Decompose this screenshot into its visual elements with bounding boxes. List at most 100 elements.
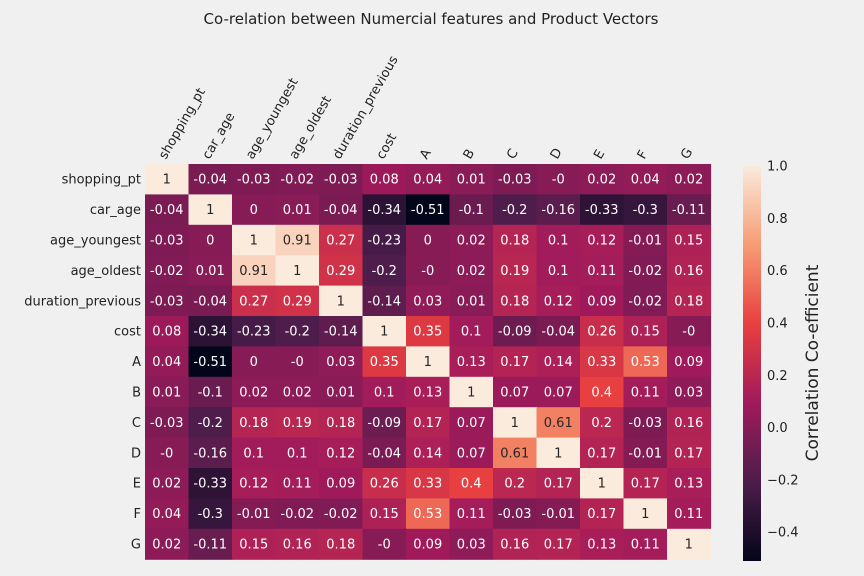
- cell-value-label: -0.04: [193, 294, 227, 309]
- heatmap-cell: [232, 498, 277, 530]
- cell-value-label: -0.02: [324, 507, 358, 522]
- cell-value-label: 0.11: [631, 386, 660, 401]
- heatmap-cell: [536, 376, 581, 408]
- heatmap-cell: [362, 498, 407, 530]
- cell-value-label: 0.14: [413, 446, 442, 461]
- cell-value-label: -0.33: [193, 477, 227, 492]
- heatmap-cell: [232, 164, 277, 195]
- cell-value-label: 0.27: [326, 234, 355, 249]
- cell-value-label: 0.12: [239, 477, 268, 492]
- cell-value-label: 0.18: [674, 294, 703, 309]
- heatmap-cell: [145, 224, 190, 256]
- cell-value-label: 0.12: [326, 446, 355, 461]
- cell-value-label: 0.17: [544, 538, 573, 553]
- cell-value-label: 0.09: [326, 477, 355, 492]
- heatmap-cell: [493, 498, 538, 530]
- cell-value-label: 0.03: [674, 386, 703, 401]
- heatmap-cell: [667, 528, 712, 560]
- cell-value-label: 0.12: [544, 294, 573, 309]
- heatmap-cell: [623, 376, 668, 408]
- cell-value-label: 0.17: [587, 446, 616, 461]
- cell-value-label: 0.07: [457, 446, 486, 461]
- cell-value-label: 0.13: [413, 386, 442, 401]
- cell-value-label: 0.02: [457, 234, 486, 249]
- heatmap-cell: [362, 164, 407, 195]
- cell-value-label: -0.51: [193, 355, 227, 370]
- cell-value-label: -0.16: [193, 446, 227, 461]
- cell-value-label: -0.02: [628, 264, 662, 279]
- heatmap-cell: [493, 316, 538, 347]
- heatmap-cell: [319, 407, 364, 439]
- cell-value-label: 0.1: [287, 446, 308, 461]
- heatmap-cell: [406, 407, 451, 439]
- heatmap-cell: [406, 376, 451, 408]
- heatmap-cell: [623, 164, 668, 195]
- y-tick-label: D: [131, 446, 141, 461]
- heatmap-cell: [667, 164, 712, 195]
- cell-value-label: 0.14: [544, 355, 573, 370]
- cell-value-label: 0.2: [591, 416, 612, 431]
- cell-value-label: -0: [421, 264, 434, 279]
- heatmap-cell: [580, 376, 625, 408]
- cell-value-label: -0.04: [150, 203, 184, 218]
- cell-value-label: -0.3: [633, 203, 658, 218]
- cell-value-label: 0.18: [326, 416, 355, 431]
- heatmap-cell: [319, 346, 364, 378]
- heatmap-cell: [536, 437, 581, 469]
- cell-value-label: 0.02: [152, 538, 181, 553]
- cell-value-label: 0.11: [587, 264, 616, 279]
- heatmap-cell: [580, 437, 625, 469]
- x-tick-label: E: [591, 147, 608, 162]
- heatmap-cell: [145, 346, 190, 378]
- heatmap-cell: [362, 346, 407, 378]
- cell-value-label: 0.35: [413, 325, 442, 340]
- cell-value-label: 0.01: [457, 173, 486, 188]
- heatmap-cell: [319, 255, 364, 287]
- heatmap-cell: [580, 346, 625, 378]
- heatmap-cell: [362, 316, 407, 347]
- cell-value-label: -0.01: [628, 446, 662, 461]
- heatmap-cell: [232, 194, 277, 226]
- cell-value-label: -0.51: [411, 203, 445, 218]
- colorbar-tick-label: 0.4: [767, 316, 788, 331]
- heatmap-cell: [623, 285, 668, 317]
- heatmap-cell: [188, 528, 233, 560]
- cell-value-label: 0.03: [457, 538, 486, 553]
- cell-value-label: -0.03: [628, 416, 662, 431]
- cell-value-label: -0.04: [193, 173, 227, 188]
- heatmap-cell: [406, 285, 451, 317]
- heatmap-cell: [319, 528, 364, 560]
- cell-value-label: 0.08: [152, 325, 181, 340]
- cell-value-label: 0.04: [631, 173, 660, 188]
- x-tick-label: G: [678, 146, 696, 162]
- heatmap-cell: [319, 194, 364, 226]
- cell-value-label: 1: [206, 203, 214, 218]
- cell-value-label: -0.1: [459, 203, 484, 218]
- cell-value-label: 0.04: [413, 173, 442, 188]
- cell-value-label: 0: [250, 203, 258, 218]
- heatmap-cell: [667, 437, 712, 469]
- heatmap-cell: [188, 255, 233, 287]
- heatmap-cell: [275, 468, 320, 499]
- cell-value-label: -0.02: [628, 294, 662, 309]
- y-tick-label: age_youngest: [50, 234, 141, 249]
- heatmap-cell: [188, 285, 233, 317]
- cell-value-label: -0: [160, 446, 173, 461]
- heatmap-cell: [319, 164, 364, 195]
- heatmap-cell: [623, 528, 668, 560]
- heatmap-cell: [536, 498, 581, 530]
- cell-value-label: 0.13: [587, 538, 616, 553]
- x-tick-label: B: [461, 147, 478, 162]
- heatmap-cell: [406, 194, 451, 226]
- cell-value-label: -0.09: [367, 416, 401, 431]
- cell-value-label: 0.26: [587, 325, 616, 340]
- heatmap-cell: [449, 437, 494, 469]
- cell-value-label: -0.03: [498, 507, 532, 522]
- cell-value-label: -0.03: [324, 173, 358, 188]
- cell-value-label: 0.15: [631, 325, 660, 340]
- x-tick-label: D: [548, 146, 566, 162]
- heatmap-cell: [449, 528, 494, 560]
- cell-value-label: -0.09: [498, 325, 532, 340]
- heatmap-cell: [145, 255, 190, 287]
- cell-value-label: 0.17: [500, 355, 529, 370]
